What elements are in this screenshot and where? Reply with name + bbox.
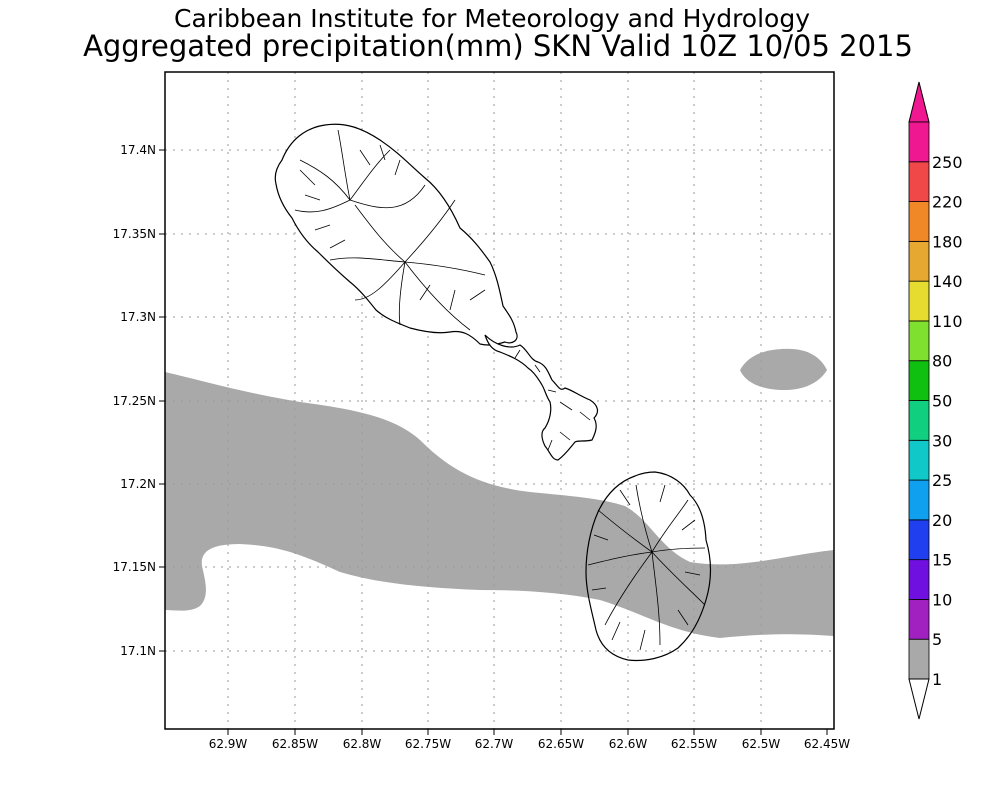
lat-tick-label: 17.4N xyxy=(120,143,156,157)
colorbar-label: 80 xyxy=(932,352,952,371)
lon-tick-label: 62.85W xyxy=(272,737,318,751)
lon-tick-label: 62.8W xyxy=(343,737,382,751)
colorbar-label: 50 xyxy=(932,392,952,411)
lon-tick-label: 62.9W xyxy=(209,737,248,751)
lat-tick-label: 17.3N xyxy=(120,310,156,324)
title-line-2: Aggregated precipitation(mm) SKN Valid 1… xyxy=(83,29,913,63)
colorbar-cell xyxy=(908,638,930,680)
colorbar-label: 25 xyxy=(932,471,952,490)
colorbar-cell xyxy=(908,161,930,202)
island-nevis xyxy=(585,471,712,662)
lon-tick-label: 62.45W xyxy=(804,737,850,751)
lat-tick-label: 17.15N xyxy=(113,560,156,574)
lat-tick-label: 17.1N xyxy=(120,644,156,658)
peninsula-st-kitts xyxy=(484,334,599,461)
precip-band xyxy=(165,372,834,638)
colorbar-top-arrow xyxy=(908,81,930,123)
lon-tick-label: 62.7W xyxy=(475,737,514,751)
title-line-1: Caribbean Institute for Meteorology and … xyxy=(174,4,810,33)
colorbar-cell xyxy=(908,201,930,242)
colorbar-cell xyxy=(908,320,930,362)
colorbar-cells xyxy=(908,121,930,680)
colorbar-cell xyxy=(908,240,930,282)
colorbar-cell xyxy=(908,519,930,561)
lat-tick-label: 17.35N xyxy=(113,227,156,241)
colorbar-label: 30 xyxy=(932,431,952,450)
colorbar-label: 140 xyxy=(932,272,963,291)
colorbar-label: 220 xyxy=(932,193,963,212)
colorbar-cell xyxy=(908,121,930,163)
colorbar-label: 1 xyxy=(932,670,942,689)
lon-axis: 62.9W 62.85W 62.8W 62.75W 62.7W 62.65W 6… xyxy=(209,729,850,751)
lon-tick-label: 62.6W xyxy=(609,737,648,751)
map-panel: 17.4N 17.35N 17.3N 17.25N 17.2N 17.15N 1… xyxy=(113,71,850,751)
colorbar-label: 10 xyxy=(932,590,952,609)
colorbar-cell xyxy=(908,479,930,521)
lat-tick-label: 17.2N xyxy=(120,477,156,491)
colorbar-cell xyxy=(908,439,930,481)
colorbar-bottom-arrow xyxy=(908,678,930,720)
lon-tick-label: 62.65W xyxy=(538,737,584,751)
colorbar-label: 15 xyxy=(932,551,952,570)
colorbar-cell xyxy=(908,360,930,401)
colorbar-label: 180 xyxy=(932,232,963,251)
colorbar-cell xyxy=(908,280,930,322)
precip-blob-east xyxy=(740,348,827,390)
colorbar-label: 5 xyxy=(932,630,942,649)
lon-tick-label: 62.75W xyxy=(405,737,451,751)
lat-axis: 17.4N 17.35N 17.3N 17.25N 17.2N 17.15N 1… xyxy=(113,143,165,658)
colorbar-label: 250 xyxy=(932,153,963,172)
colorbar-label: 20 xyxy=(932,511,952,530)
colorbar-label: 110 xyxy=(932,312,963,331)
colorbar-cell xyxy=(908,400,930,441)
lon-tick-label: 62.5W xyxy=(742,737,781,751)
colorbar-cell xyxy=(908,559,930,600)
lon-tick-label: 62.55W xyxy=(671,737,717,751)
colorbar-cell xyxy=(908,599,930,640)
lat-tick-label: 17.25N xyxy=(113,394,156,408)
